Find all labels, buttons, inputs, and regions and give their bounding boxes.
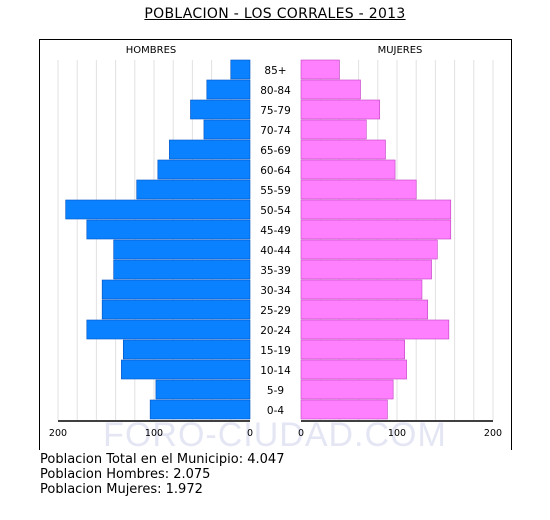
bar-mujeres (300, 279, 423, 300)
x-tick-label-right: 200 (484, 428, 502, 439)
age-labels: 85+ 80-84 75-79 70-74 65-69 60-64 55-59 50-54 45… (260, 65, 291, 417)
bar-hombres (230, 59, 251, 80)
bars (65, 59, 452, 420)
age-label: 50-54 (260, 205, 291, 217)
stat-women: Poblacion Mujeres: 1.972 (40, 482, 203, 497)
left-series-label: HOMBRES (126, 45, 177, 56)
x-axes: 200 100 0 0 100 200 (49, 420, 502, 439)
bar-mujeres (300, 399, 388, 420)
bar-mujeres (300, 199, 452, 220)
age-label: 55-59 (260, 185, 291, 197)
bar-mujeres (300, 119, 367, 140)
bar-hombres (101, 279, 251, 300)
age-label: 60-64 (260, 165, 291, 177)
bar-mujeres (300, 159, 396, 180)
bar-hombres (86, 319, 251, 340)
bar-hombres (190, 99, 251, 120)
population-stats: Poblacion Total en el Municipio: 4.047 P… (40, 452, 284, 497)
age-label: 65-69 (260, 145, 291, 157)
stat-total: Poblacion Total en el Municipio: 4.047 (40, 452, 285, 467)
bar-hombres (169, 139, 251, 160)
x-tick-label-left: 0 (247, 428, 253, 439)
bar-mujeres (300, 139, 386, 160)
age-label: 15-19 (260, 345, 291, 357)
right-series-label: MUJERES (378, 45, 423, 56)
bar-mujeres (300, 79, 361, 100)
bar-hombres (65, 199, 251, 220)
age-label: 0-4 (267, 405, 284, 417)
age-label: 5-9 (267, 385, 284, 397)
bar-mujeres (300, 259, 432, 280)
population-pyramid: FORO-CIUDAD.COM HOMBRES MUJERES 85+80-84… (39, 39, 512, 450)
bar-hombres (149, 399, 251, 420)
bar-hombres (122, 339, 251, 360)
bar-hombres (206, 79, 251, 100)
bar-hombres (155, 379, 251, 400)
bar-mujeres (300, 299, 429, 320)
bar-hombres (121, 359, 251, 380)
chart-title: POBLACION - LOS CORRALES - 2013 (144, 6, 406, 22)
bar-mujeres (300, 219, 452, 240)
bar-hombres (113, 239, 251, 260)
x-tick-label-left: 100 (145, 428, 163, 439)
bar-mujeres (300, 179, 417, 200)
age-label: 80-84 (260, 85, 291, 97)
age-label: 35-39 (260, 265, 291, 277)
age-label: 25-29 (260, 305, 291, 317)
stat-men: Poblacion Hombres: 2.075 (40, 467, 211, 482)
bar-hombres (113, 259, 251, 280)
bar-hombres (157, 159, 251, 180)
x-tick-label-left: 200 (49, 428, 67, 439)
bar-hombres (203, 119, 251, 140)
age-label: 20-24 (260, 325, 291, 337)
age-label: 30-34 (260, 285, 291, 297)
age-label: 40-44 (260, 245, 291, 257)
age-label: 85+ (264, 65, 286, 77)
age-label: 75-79 (260, 105, 291, 117)
age-label: 70-74 (260, 125, 291, 137)
bar-hombres (86, 219, 251, 240)
bar-hombres (136, 179, 251, 200)
age-label: 45-49 (260, 225, 291, 237)
age-label: 10-14 (260, 365, 291, 377)
x-tick-label-right: 100 (388, 428, 406, 439)
bar-mujeres (300, 99, 381, 120)
bar-mujeres (300, 239, 438, 260)
x-tick-label-right: 0 (298, 428, 304, 439)
bar-mujeres (300, 319, 450, 340)
bar-mujeres (300, 379, 394, 400)
bar-mujeres (300, 359, 407, 380)
bar-hombres (101, 299, 251, 320)
bar-mujeres (300, 339, 405, 360)
bar-mujeres (300, 59, 340, 80)
